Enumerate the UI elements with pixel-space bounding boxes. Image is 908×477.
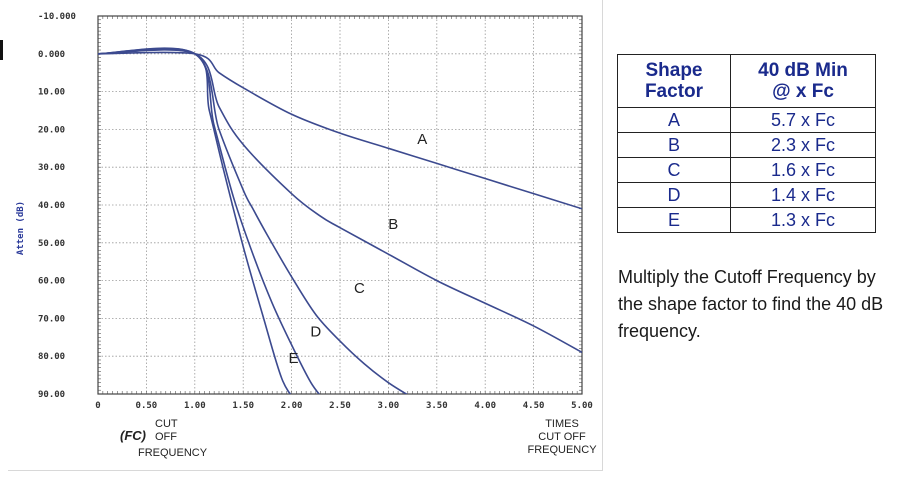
y-axis-label: Atten (dB) bbox=[16, 201, 26, 255]
y-tick-label: 50.00 bbox=[38, 239, 65, 249]
x-tick-label: 3.00 bbox=[378, 401, 400, 411]
table-row: E 1.3 x Fc bbox=[617, 207, 876, 233]
off-label: OFF bbox=[155, 431, 177, 443]
x-tick-label: 0.50 bbox=[136, 401, 158, 411]
x-tick-label: 4.00 bbox=[474, 401, 496, 411]
shape-cell: D bbox=[617, 182, 731, 208]
header-shape-factor: Shape Factor bbox=[617, 54, 731, 108]
table-row: C 1.6 x Fc bbox=[617, 157, 876, 183]
chart-grid bbox=[97, 15, 583, 395]
shape-cell: A bbox=[617, 107, 731, 133]
curve-e bbox=[98, 48, 292, 394]
x-axis-ticks: 0 0.50 1.00 1.50 2.00 2.50 3.00 3.50 4.00 4.50 5.0… bbox=[95, 401, 593, 411]
frequency-label-right: FREQUENCY bbox=[527, 444, 597, 456]
y-tick-label: 10.00 bbox=[38, 88, 65, 98]
y-tick-label: 20.00 bbox=[38, 125, 65, 135]
curve-label-e: E bbox=[289, 350, 299, 367]
curve-label-c: C bbox=[354, 280, 365, 297]
left-edge-mark bbox=[0, 40, 3, 60]
x-tick-label: 4.50 bbox=[523, 401, 545, 411]
y-tick-label: 70.00 bbox=[38, 314, 65, 324]
cut-label: CUT bbox=[155, 418, 178, 430]
x-axis-left-label: (FC) CUT OFF FREQUENCY bbox=[120, 418, 208, 459]
header-shape-line2: Factor bbox=[644, 81, 704, 102]
header-40db-min: 40 dB Min @ x Fc bbox=[730, 54, 876, 108]
shape-factor-note: Multiply the Cutoff Frequency by the sha… bbox=[618, 267, 884, 341]
curve-label-b: B bbox=[388, 216, 398, 233]
y-axis-ticks: -10.000 0.000 10.00 20.00 30.00 40.00 50.00 60.… bbox=[38, 12, 76, 400]
curve-label-a: A bbox=[417, 131, 427, 148]
y-tick-label: 80.00 bbox=[38, 352, 65, 362]
curve-series bbox=[98, 47, 582, 394]
table-header-row: Shape Factor 40 dB Min @ x Fc bbox=[617, 54, 876, 108]
curve-c bbox=[98, 47, 408, 394]
x-tick-label: 2.00 bbox=[281, 401, 303, 411]
y-tick-label: 0.000 bbox=[38, 50, 65, 60]
shape-cell: B bbox=[617, 132, 731, 158]
attenuation-chart: -10.000 0.000 10.00 20.00 30.00 40.00 50.00 60.… bbox=[16, 12, 597, 459]
header-shape-line1: Shape bbox=[645, 60, 703, 81]
header-40db-line2: @ x Fc bbox=[772, 81, 834, 102]
y-tick-label: 60.00 bbox=[38, 277, 65, 287]
min-freq-cell: 1.3 x Fc bbox=[730, 207, 876, 233]
x-tick-label: 2.50 bbox=[329, 401, 351, 411]
x-tick-label: 1.00 bbox=[184, 401, 206, 411]
y-tick-label: 30.00 bbox=[38, 163, 65, 173]
frequency-label-left: FREQUENCY bbox=[138, 447, 208, 459]
x-tick-label: 5.00 bbox=[571, 401, 593, 411]
curve-a bbox=[98, 51, 582, 210]
min-freq-cell: 5.7 x Fc bbox=[730, 107, 876, 133]
x-axis-right-label: TIMES CUT OFF FREQUENCY bbox=[527, 418, 597, 456]
header-40db-line1: 40 dB Min bbox=[758, 60, 848, 81]
cut-off-label: CUT OFF bbox=[538, 431, 586, 443]
y-tick-label: 90.00 bbox=[38, 390, 65, 400]
plot-frame bbox=[97, 15, 583, 395]
shape-cell: E bbox=[617, 207, 731, 233]
table-row: A 5.7 x Fc bbox=[617, 107, 876, 133]
x-tick-label: 0 bbox=[95, 401, 100, 411]
shape-cell: C bbox=[617, 157, 731, 183]
x-tick-label: 1.50 bbox=[232, 401, 254, 411]
min-freq-cell: 2.3 x Fc bbox=[730, 132, 876, 158]
table-row: B 2.3 x Fc bbox=[617, 132, 876, 158]
times-label: TIMES bbox=[545, 418, 579, 430]
y-tick-label: 40.00 bbox=[38, 201, 65, 211]
x-tick-label: 3.50 bbox=[426, 401, 448, 411]
curve-b bbox=[98, 49, 582, 354]
table-row: D 1.4 x Fc bbox=[617, 182, 876, 208]
y-tick-label: -10.000 bbox=[38, 12, 76, 22]
curve-label-d: D bbox=[310, 324, 321, 341]
min-freq-cell: 1.6 x Fc bbox=[730, 157, 876, 183]
min-freq-cell: 1.4 x Fc bbox=[730, 182, 876, 208]
attenuation-chart-panel: -10.000 0.000 10.00 20.00 30.00 40.00 50.00 60.… bbox=[8, 0, 603, 471]
fc-label: (FC) bbox=[120, 428, 146, 443]
